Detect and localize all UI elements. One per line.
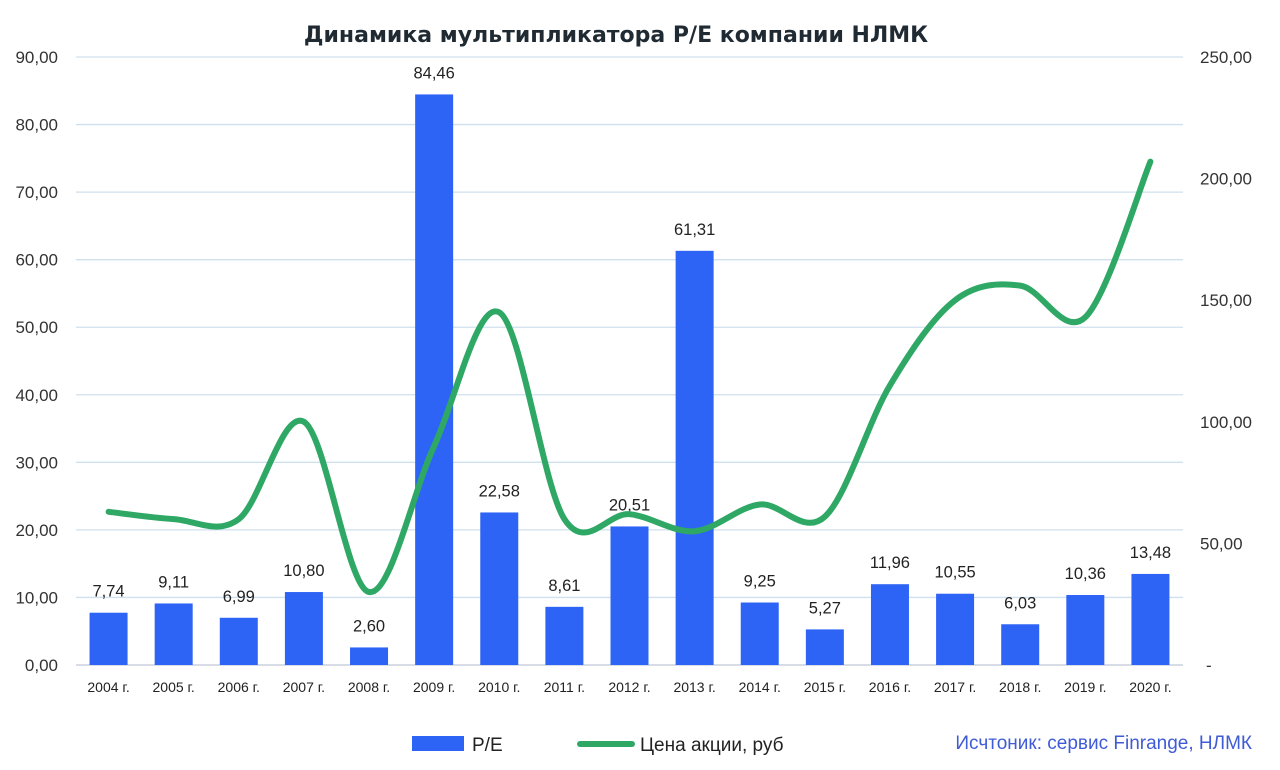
right-axis-tick-label: 200,00 <box>1200 170 1252 189</box>
right-axis-tick-label: 150,00 <box>1200 291 1252 310</box>
line-price <box>105 158 1154 595</box>
bar-data-label: 8,61 <box>548 577 580 595</box>
x-axis-ticks: 2004 г. 2005 г. 2006 г. 2007 г. 2008 г. 2009 … <box>87 679 1171 695</box>
gridlines <box>76 56 1183 666</box>
x-tick-label: 2011 г. <box>544 679 585 695</box>
bar-pe-2017 <box>936 593 975 665</box>
x-tick-label: 2010 г. <box>478 679 520 695</box>
bar-data-label: 13,48 <box>1130 544 1171 562</box>
x-tick-label: 2019 г. <box>1064 679 1106 695</box>
bar-pe-2008 <box>350 647 389 665</box>
x-tick-label: 2004 г. <box>87 679 129 695</box>
left-axis-tick-label: 80,00 <box>15 116 58 135</box>
bar-data-label: 7,74 <box>92 583 124 601</box>
bar-pe-2006 <box>219 617 258 665</box>
right-axis-ticks: - 50,00 100,00 150,00 200,00 250,00 <box>1200 48 1252 675</box>
legend-label-price: Цена акции, руб <box>640 735 784 756</box>
right-axis-tick-label: 100,00 <box>1200 413 1252 432</box>
left-axis-tick-label: 40,00 <box>15 386 58 405</box>
bar-pe-2004 <box>89 612 128 665</box>
bar-data-label: 5,27 <box>809 599 841 617</box>
bar-pe-2019 <box>1066 595 1105 665</box>
bar-data-label: 2,60 <box>353 617 385 635</box>
bar-pe-2015 <box>805 629 844 665</box>
bar-data-label: 6,03 <box>1004 594 1036 612</box>
bar-data-label: 10,55 <box>934 564 975 582</box>
bar-data-label: 10,36 <box>1065 565 1106 583</box>
bar-data-label: 20,51 <box>609 496 650 514</box>
bar-pe-2012 <box>610 526 649 665</box>
bar-data-label: 84,46 <box>413 64 454 82</box>
bar-pe-2020 <box>1131 573 1170 665</box>
bar-data-labels: 7,74 9,11 6,99 10,80 2,60 84,46 22,58 8,61 20,51… <box>92 64 1171 635</box>
x-tick-label: 2017 г. <box>934 679 976 695</box>
x-tick-label: 2009 г. <box>413 679 455 695</box>
chart-title: Динамика мультипликатора P/E компании НЛ… <box>304 23 928 48</box>
bar-pe-2011 <box>545 606 584 665</box>
left-axis-tick-label: 20,00 <box>15 521 58 540</box>
x-tick-label: 2005 г. <box>153 679 195 695</box>
bar-data-label: 22,58 <box>479 482 520 500</box>
left-axis-tick-label: 90,00 <box>15 48 58 67</box>
right-axis-tick-label: - <box>1206 656 1212 675</box>
right-axis-tick-label: 250,00 <box>1200 48 1252 67</box>
bar-data-label: 10,80 <box>283 562 324 580</box>
bar-pe-2016 <box>870 584 909 665</box>
bar-data-label: 6,99 <box>223 588 255 606</box>
bar-pe-2010 <box>480 512 519 665</box>
left-axis-ticks: 0,00 10,00 20,00 30,00 40,00 50,00 60,00 70,00 8… <box>15 48 58 675</box>
x-tick-label: 2014 г. <box>739 679 781 695</box>
left-axis-tick-label: 50,00 <box>15 318 58 337</box>
bar-pe-2007 <box>284 592 323 665</box>
bar-pe-2013 <box>675 250 714 665</box>
x-tick-label: 2006 г. <box>218 679 260 695</box>
x-tick-label: 2018 г. <box>999 679 1041 695</box>
left-axis-tick-label: 70,00 <box>15 183 58 202</box>
left-axis-tick-label: 0,00 <box>25 656 58 675</box>
right-axis-tick-label: 50,00 <box>1200 534 1243 553</box>
bar-data-label: 11,96 <box>870 554 910 572</box>
legend-label-pe: P/E <box>472 735 503 756</box>
bar-data-label: 9,25 <box>744 573 776 591</box>
x-tick-label: 2013 г. <box>673 679 715 695</box>
left-axis-tick-label: 60,00 <box>15 251 58 270</box>
source-note: Исчтоник: сервис Finrange, НЛМК <box>955 733 1252 754</box>
legend-swatch-pe <box>412 736 464 751</box>
x-tick-label: 2015 г. <box>804 679 846 695</box>
x-tick-label: 2008 г. <box>348 679 390 695</box>
x-tick-label: 2007 г. <box>283 679 325 695</box>
legend: P/E Цена акции, руб <box>412 735 784 756</box>
left-axis-tick-label: 10,00 <box>15 588 58 607</box>
left-axis-tick-label: 30,00 <box>15 453 58 472</box>
bar-pe-2018 <box>1001 624 1040 665</box>
bar-pe-2005 <box>154 603 193 665</box>
bar-pe-2009 <box>415 94 454 665</box>
x-tick-label: 2020 г. <box>1129 679 1171 695</box>
x-tick-label: 2016 г. <box>869 679 911 695</box>
bar-series <box>89 94 1170 665</box>
bar-data-label: 61,31 <box>674 221 715 239</box>
bar-data-label: 9,11 <box>158 573 189 591</box>
line-series <box>105 158 1154 595</box>
x-tick-label: 2012 г. <box>608 679 650 695</box>
bar-pe-2014 <box>740 602 779 665</box>
